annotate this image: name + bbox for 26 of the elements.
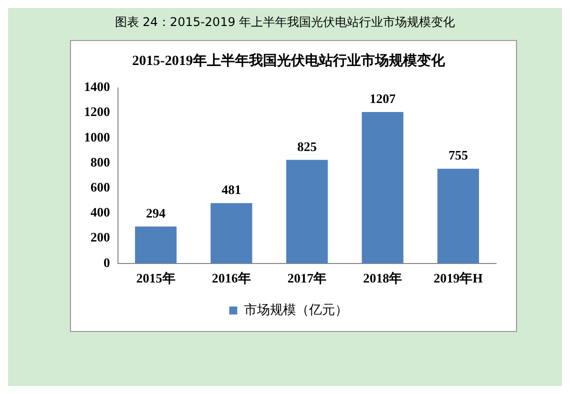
- y-tick-label: 0: [104, 254, 110, 270]
- data-label: 755: [448, 148, 468, 163]
- x-tick-label: 2015年: [136, 270, 176, 286]
- bar: [210, 203, 252, 264]
- x-tick-label: 2016年: [212, 270, 251, 286]
- y-tick-label: 600: [90, 180, 110, 194]
- bar: [286, 160, 328, 264]
- bar: [135, 226, 177, 264]
- y-tick-label: 1200: [84, 104, 110, 120]
- y-tick-label: 400: [90, 204, 110, 220]
- bar: [437, 168, 479, 264]
- y-tick-label: 1000: [84, 129, 110, 144]
- data-label: 481: [222, 182, 242, 197]
- bar: [362, 112, 404, 264]
- chart-subtitle: 2015-2019年上半年我国光伏电站行业市场规模变化: [132, 52, 446, 70]
- data-label: 294: [146, 205, 166, 220]
- x-tick-label: 2017年: [288, 270, 326, 286]
- legend-label: 市场规模（亿元）: [244, 302, 348, 318]
- y-tick-label: 800: [90, 154, 110, 170]
- y-tick-label: 1400: [84, 79, 110, 94]
- y-tick-label: 200: [90, 230, 110, 245]
- chart-title: 图表 24：2015-2019 年上半年我国光伏电站行业市场规模变化: [114, 14, 456, 31]
- data-label: 825: [297, 138, 318, 154]
- data-label: 1207: [370, 90, 396, 106]
- x-tick-label: 2018年: [363, 270, 402, 286]
- x-tick-label: 2019年H: [434, 270, 483, 286]
